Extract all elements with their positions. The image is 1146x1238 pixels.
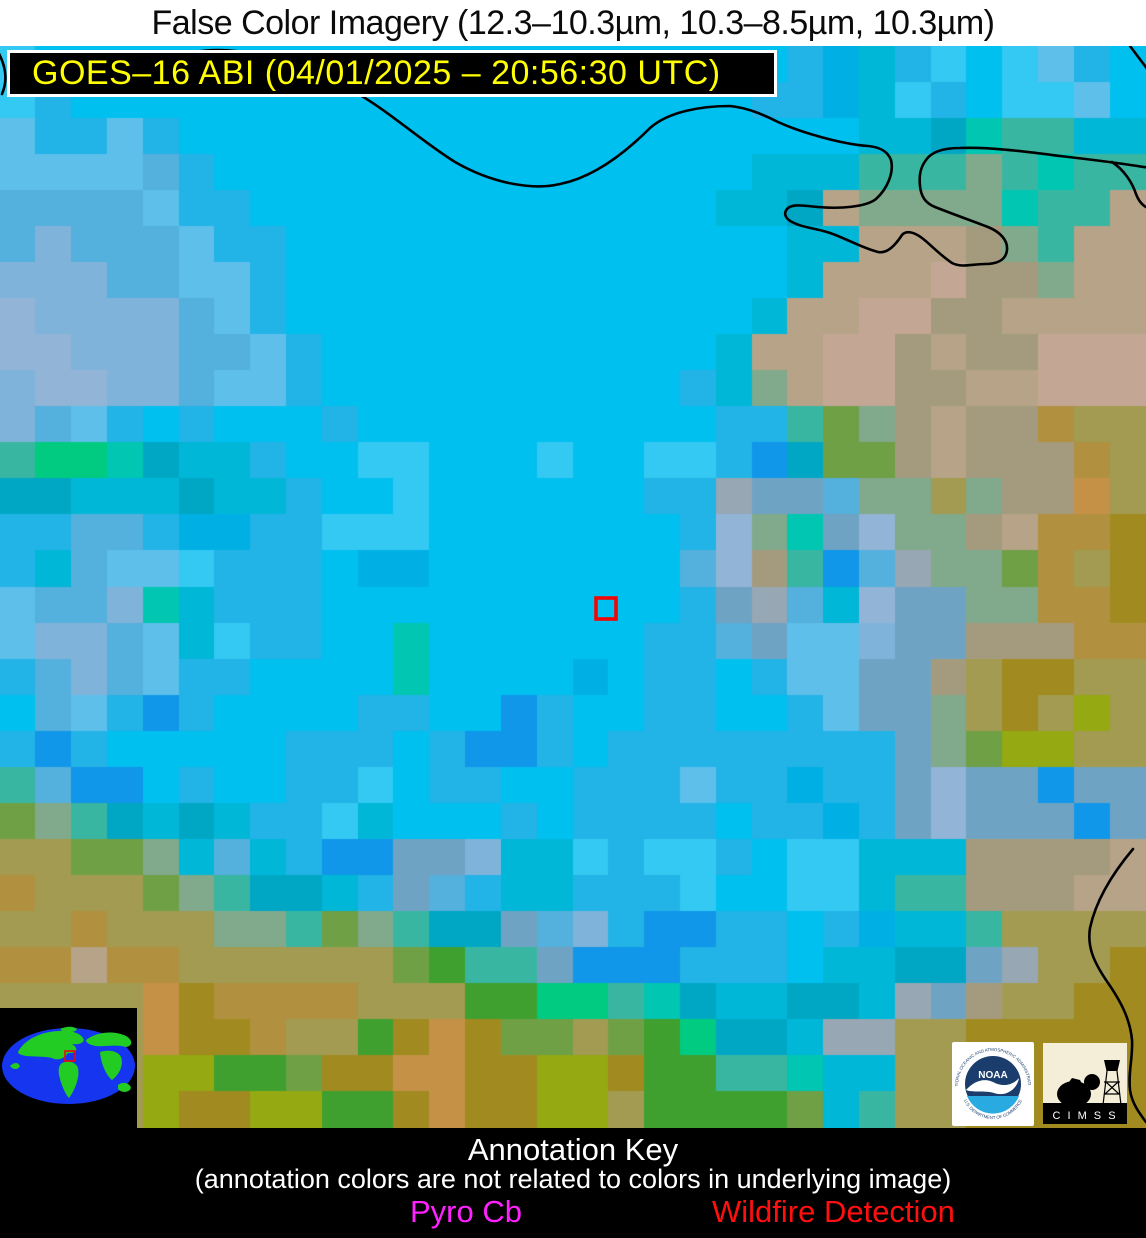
annotation-key-bar: Annotation Key (annotation colors are no… <box>0 1128 1146 1238</box>
goes-timestamp-label: GOES–16 ABI (04/01/2025 – 20:56:30 UTC) <box>32 54 721 92</box>
annotation-key-note: (annotation colors are not related to co… <box>194 1164 952 1194</box>
title-bar: False Color Imagery (12.3–10.3µm, 10.3–8… <box>0 0 1146 46</box>
goes-timestamp-banner: GOES–16 ABI (04/01/2025 – 20:56:30 UTC) <box>7 50 777 97</box>
annotation-key-title: Annotation Key <box>467 1132 679 1167</box>
pyrocb-legend-label: Pyro Cb <box>410 1194 522 1229</box>
image-title: False Color Imagery (12.3–10.3µm, 10.3–8… <box>151 3 996 42</box>
wildfire-legend-label: Wildfire Detection <box>712 1194 955 1229</box>
satellite-mosaic <box>0 46 1146 1128</box>
